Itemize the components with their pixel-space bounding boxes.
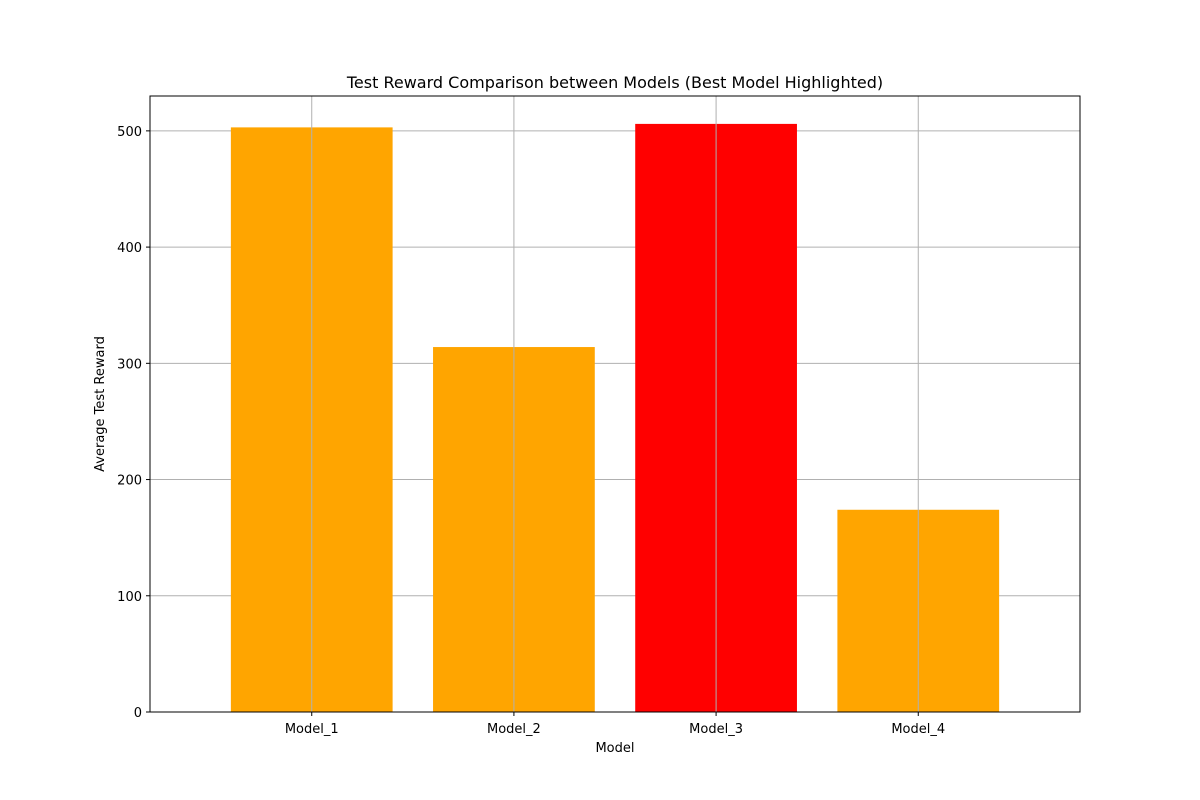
- x-tick-label: Model_2: [487, 722, 541, 737]
- y-tick-label: 300: [117, 357, 142, 372]
- x-axis-ticks: Model_1 Model_2 Model_3 Model_4: [285, 712, 945, 737]
- chart-title: Test Reward Comparison between Models (B…: [346, 73, 883, 92]
- vertical-grid: [311, 96, 919, 712]
- y-tick-label: 400: [117, 241, 142, 256]
- x-tick-label: Model_3: [689, 722, 743, 737]
- y-tick-label: 100: [117, 590, 142, 605]
- y-tick-label: 500: [117, 125, 142, 140]
- x-tick-label: Model_4: [891, 722, 945, 737]
- bars: [230, 123, 1000, 713]
- x-tick-label: Model_1: [285, 722, 339, 737]
- x-axis-label: Model: [595, 741, 634, 756]
- plot-frame: [149, 95, 1081, 713]
- y-tick-label: 200: [117, 474, 142, 489]
- y-axis-label: Average Test Reward: [93, 336, 108, 472]
- y-axis-ticks: 0 100 200 300 400 500: [117, 125, 150, 721]
- y-tick-label: 0: [134, 706, 142, 721]
